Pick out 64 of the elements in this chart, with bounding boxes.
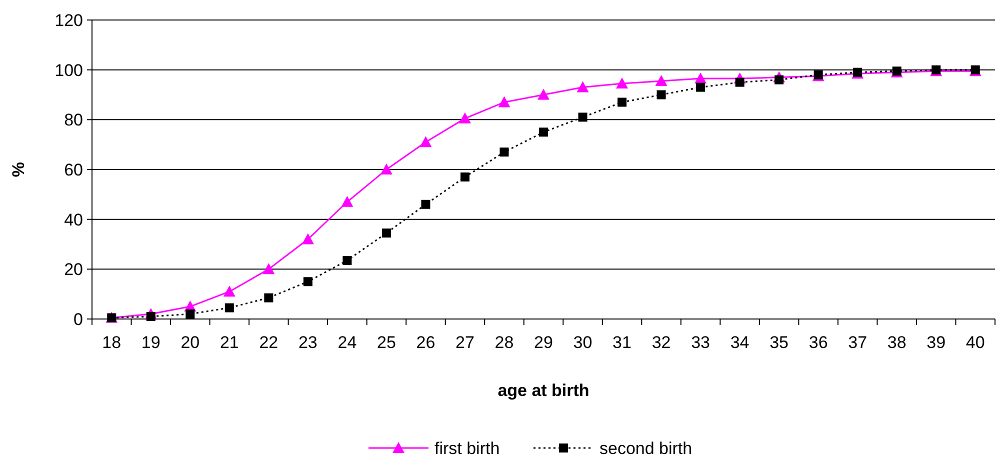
point <box>616 78 628 89</box>
point <box>460 172 470 182</box>
x-tick-label: 22 <box>259 333 278 352</box>
point <box>303 277 312 286</box>
point <box>539 128 548 137</box>
point <box>735 78 744 87</box>
legend-label: second birth <box>600 438 692 458</box>
y-tick-label: 60 <box>64 160 83 180</box>
x-tick-label: 36 <box>808 333 828 352</box>
point <box>498 96 510 108</box>
x-tick-label: 33 <box>691 333 710 352</box>
point <box>576 81 589 92</box>
point <box>656 90 666 100</box>
point <box>186 310 195 319</box>
x-tick-label: 37 <box>848 333 868 352</box>
x-tick-label: 24 <box>338 333 357 352</box>
point <box>696 82 706 92</box>
legend-label: first birth <box>434 438 500 458</box>
point <box>500 148 509 157</box>
point <box>458 112 471 124</box>
point <box>420 136 432 148</box>
y-axis-title: % <box>9 162 28 178</box>
x-tick-label: 26 <box>416 333 436 352</box>
point <box>342 256 352 265</box>
point <box>694 72 707 84</box>
x-tick-label: 35 <box>770 333 789 352</box>
point <box>382 228 391 238</box>
x-tick-label: 27 <box>456 333 474 352</box>
x-tick-label: 28 <box>494 333 514 352</box>
x-tick-label: 30 <box>573 333 592 352</box>
point <box>421 200 430 209</box>
point <box>655 75 668 86</box>
point <box>302 233 314 244</box>
x-tick-label: 25 <box>376 333 396 352</box>
x-tick-label: 40 <box>966 333 985 352</box>
x-tick-label: 38 <box>887 333 906 352</box>
x-tick-label: 32 <box>652 333 671 352</box>
x-tick-label: 21 <box>220 333 239 352</box>
x-tick-label: 39 <box>926 333 946 352</box>
point <box>341 196 354 207</box>
y-tick-label: 120 <box>54 10 83 30</box>
point <box>380 164 392 174</box>
point <box>224 303 234 312</box>
point <box>618 98 627 107</box>
x-tick-label: 18 <box>102 333 122 352</box>
x-tick-label: 29 <box>534 333 553 352</box>
x-tick-label: 31 <box>612 333 632 352</box>
point <box>223 286 236 297</box>
x-tick-label: 34 <box>730 333 750 352</box>
y-tick-label: 100 <box>54 60 83 80</box>
x-tick-label: 23 <box>298 333 318 352</box>
point <box>578 112 588 122</box>
point <box>264 293 274 302</box>
y-tick-label: 20 <box>64 260 83 280</box>
x-tick-label: 19 <box>141 333 160 352</box>
x-tick-label: 20 <box>180 333 200 352</box>
y-tick-label: 80 <box>64 110 83 130</box>
y-tick-label: 40 <box>64 210 83 230</box>
x-axis-title: age at birth <box>498 381 590 400</box>
point <box>538 88 550 100</box>
point <box>146 312 156 322</box>
y-tick-label: 0 <box>74 310 83 329</box>
point <box>262 263 275 274</box>
point <box>774 75 784 84</box>
